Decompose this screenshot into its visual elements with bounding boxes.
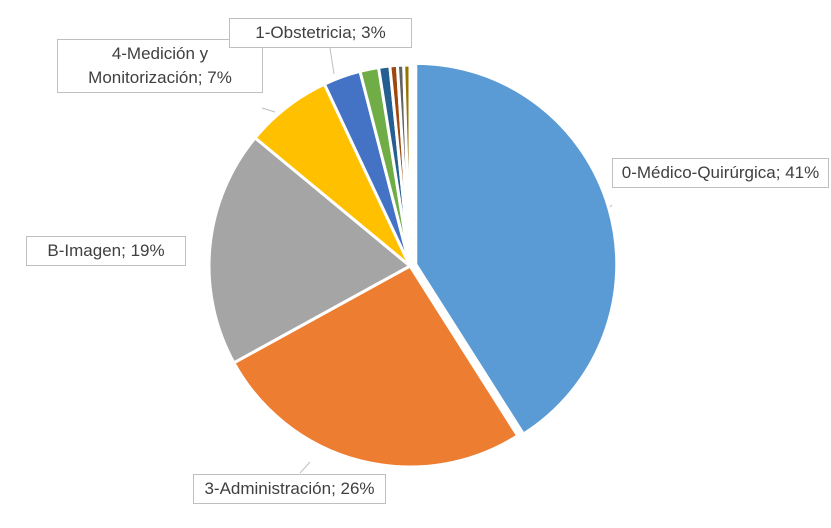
label-category: 4-Medición y Monitorización: [88, 44, 209, 87]
leader-line: [299, 461, 311, 474]
label-separator: ;: [121, 241, 131, 260]
pie-slice: [232, 264, 520, 469]
data-label: 1-Obstetricia; 3%: [229, 18, 412, 48]
label-separator: ;: [775, 163, 786, 182]
label-value: 41%: [785, 163, 820, 182]
label-separator: ;: [351, 23, 362, 42]
leader-line: [329, 47, 335, 75]
leader-line: [261, 107, 276, 113]
label-category: 0-Médico-Quirúrgica: [621, 163, 776, 182]
label-category: 3-Administración: [204, 479, 332, 498]
label-value: 7%: [207, 68, 232, 87]
pie-slice: [414, 61, 619, 436]
label-category: B-Imagen: [47, 241, 122, 260]
data-label: B-Imagen; 19%: [26, 236, 186, 266]
pie-slice: [207, 136, 412, 365]
label-value: 26%: [340, 479, 375, 498]
data-label: 4-Medición y Monitorización; 7%: [57, 39, 263, 93]
label-value: 19%: [130, 241, 165, 260]
label-value: 3%: [361, 23, 386, 42]
pie-slice: [402, 63, 412, 268]
data-label: 3-Administración; 26%: [193, 474, 386, 504]
label-category: 1-Obstetricia: [255, 23, 352, 42]
label-separator: ;: [197, 68, 208, 87]
label-separator: ;: [331, 479, 341, 498]
data-label: 0-Médico-Quirúrgica; 41%: [612, 158, 829, 188]
